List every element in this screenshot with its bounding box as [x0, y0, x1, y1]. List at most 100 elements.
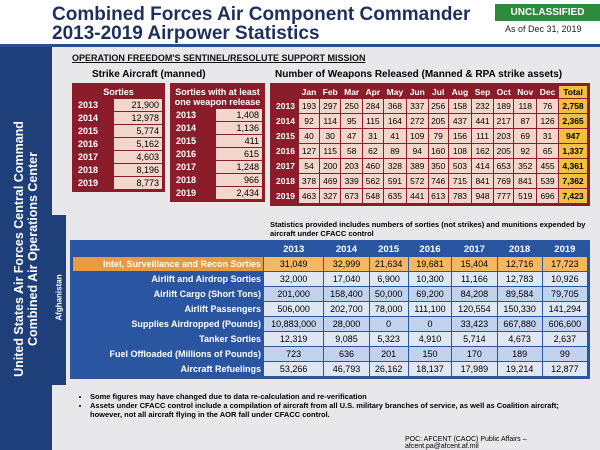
- value: 673: [341, 189, 362, 203]
- value: 284: [362, 99, 383, 113]
- value: 746: [428, 174, 448, 188]
- row-label: Intel, Surveillance and Recon Sorties: [73, 257, 263, 271]
- column-header: Dec: [539, 87, 556, 97]
- year: 2014: [173, 122, 215, 134]
- notes: Some figures may have changed due to dat…: [80, 392, 590, 419]
- value: 539: [537, 174, 559, 188]
- year: 2014: [273, 114, 299, 128]
- value: 160: [428, 144, 448, 158]
- row: 2017 1,248: [173, 161, 262, 173]
- value: 141,294: [542, 302, 587, 316]
- value: 4,910: [408, 332, 452, 346]
- section-title: OPERATION FREEDOM'S SENTINEL/RESOLUTE SU…: [72, 53, 366, 63]
- value: 0: [369, 317, 408, 331]
- value: 54: [299, 159, 319, 173]
- row-label: Airlift and Airdrop Sorties: [73, 272, 263, 286]
- value: 250: [341, 99, 362, 113]
- value: 715: [448, 174, 472, 188]
- column-header: Oct: [496, 87, 511, 97]
- row: 2015 411: [173, 135, 262, 147]
- value: 455: [537, 159, 559, 173]
- weapon-sorties-table: Sorties with at least one weapon release…: [170, 83, 265, 202]
- row-label: Airlift Cargo (Short Tons): [73, 287, 263, 301]
- value: 615: [215, 148, 262, 160]
- column-header: 2014: [335, 244, 358, 255]
- value: 84,208: [452, 287, 497, 301]
- column-header: Sorties: [103, 87, 134, 97]
- value: 17,723: [542, 257, 587, 271]
- row-label: Fuel Offloaded (Millions of Pounds): [73, 347, 263, 361]
- note: Statistics provided includes numbers of …: [270, 220, 586, 238]
- value: 12,877: [542, 362, 587, 376]
- year: 2016: [75, 138, 113, 150]
- value: 12,716: [497, 257, 542, 271]
- value: 12,783: [497, 272, 542, 286]
- value: 7,423: [559, 189, 587, 203]
- year: 2018: [273, 174, 299, 188]
- value: 200: [319, 159, 341, 173]
- value: 17,989: [452, 362, 497, 376]
- value: 667,880: [497, 317, 542, 331]
- row: 2017 54 200 203 460 328 389 350 503 414 653 352 455 4…: [273, 159, 587, 173]
- value: 10,926: [542, 272, 587, 286]
- value: 158,400: [324, 287, 369, 301]
- column-header: Mar: [344, 87, 360, 97]
- value: 463: [299, 189, 319, 203]
- year: 2017: [273, 159, 299, 173]
- row-label: Airlift Passengers: [73, 302, 263, 316]
- column-header: 2015: [378, 244, 400, 255]
- header-row: Sorties: [75, 86, 162, 98]
- value: 78,000: [369, 302, 408, 316]
- value: 5,774: [113, 125, 162, 137]
- value: 18,137: [408, 362, 452, 376]
- value: 201: [369, 347, 408, 361]
- value: 947: [559, 129, 587, 143]
- value: 297: [319, 99, 341, 113]
- row: 2013 21,900: [75, 99, 162, 111]
- value: 31,049: [264, 257, 324, 271]
- value: 12,978: [113, 112, 162, 124]
- year: 2017: [173, 161, 215, 173]
- year: 2019: [273, 189, 299, 203]
- value: 635: [383, 189, 407, 203]
- value: 127: [299, 144, 319, 158]
- value: 19,214: [497, 362, 542, 376]
- value: 696: [537, 189, 559, 203]
- column-header: Total: [559, 86, 587, 98]
- value: 636: [324, 347, 369, 361]
- value: 2,434: [215, 187, 262, 199]
- value: 841: [514, 174, 537, 188]
- value: 58: [341, 144, 362, 158]
- value: 562: [362, 174, 383, 188]
- value: 21,634: [369, 257, 408, 271]
- value: 10,883,000: [264, 317, 324, 331]
- row: 2019 8,773: [75, 177, 162, 189]
- value: 1,248: [215, 161, 262, 173]
- row: Aircraft Refuelings 53,266 46,793 26,162 18,…: [73, 362, 587, 376]
- value: 69,200: [408, 287, 452, 301]
- sidebar-text: United States Air Forces Central Command…: [12, 49, 40, 449]
- row: 2014 92 114 95 115 164 272 205 437 441 217 87 126 2,3…: [273, 114, 587, 128]
- value: 328: [383, 159, 407, 173]
- column-header: 2019: [554, 244, 576, 255]
- row: 2016 615: [173, 148, 262, 160]
- region-band: Afghanistan: [52, 215, 66, 385]
- value: 368: [383, 99, 407, 113]
- column-header: May: [386, 87, 404, 97]
- value: 256: [428, 99, 448, 113]
- value: 723: [264, 347, 324, 361]
- value: 189: [497, 347, 542, 361]
- row: 2013 193 297 250 284 368 337 256 158 232 189 118 76 2…: [273, 99, 587, 113]
- value: 99: [542, 347, 587, 361]
- value: 437: [448, 114, 472, 128]
- year: 2016: [173, 148, 215, 160]
- value: 41: [383, 129, 407, 143]
- row: 2019 2,434: [173, 187, 262, 199]
- row: Intel, Surveillance and Recon Sorties 31,…: [73, 257, 587, 271]
- value: 111: [472, 129, 494, 143]
- value: 777: [494, 189, 514, 203]
- value: 30: [319, 129, 341, 143]
- value: 201,000: [264, 287, 324, 301]
- row: 2013 1,408: [173, 109, 262, 121]
- row: Airlift Passengers 506,000 202,700 78,000 11…: [73, 302, 587, 316]
